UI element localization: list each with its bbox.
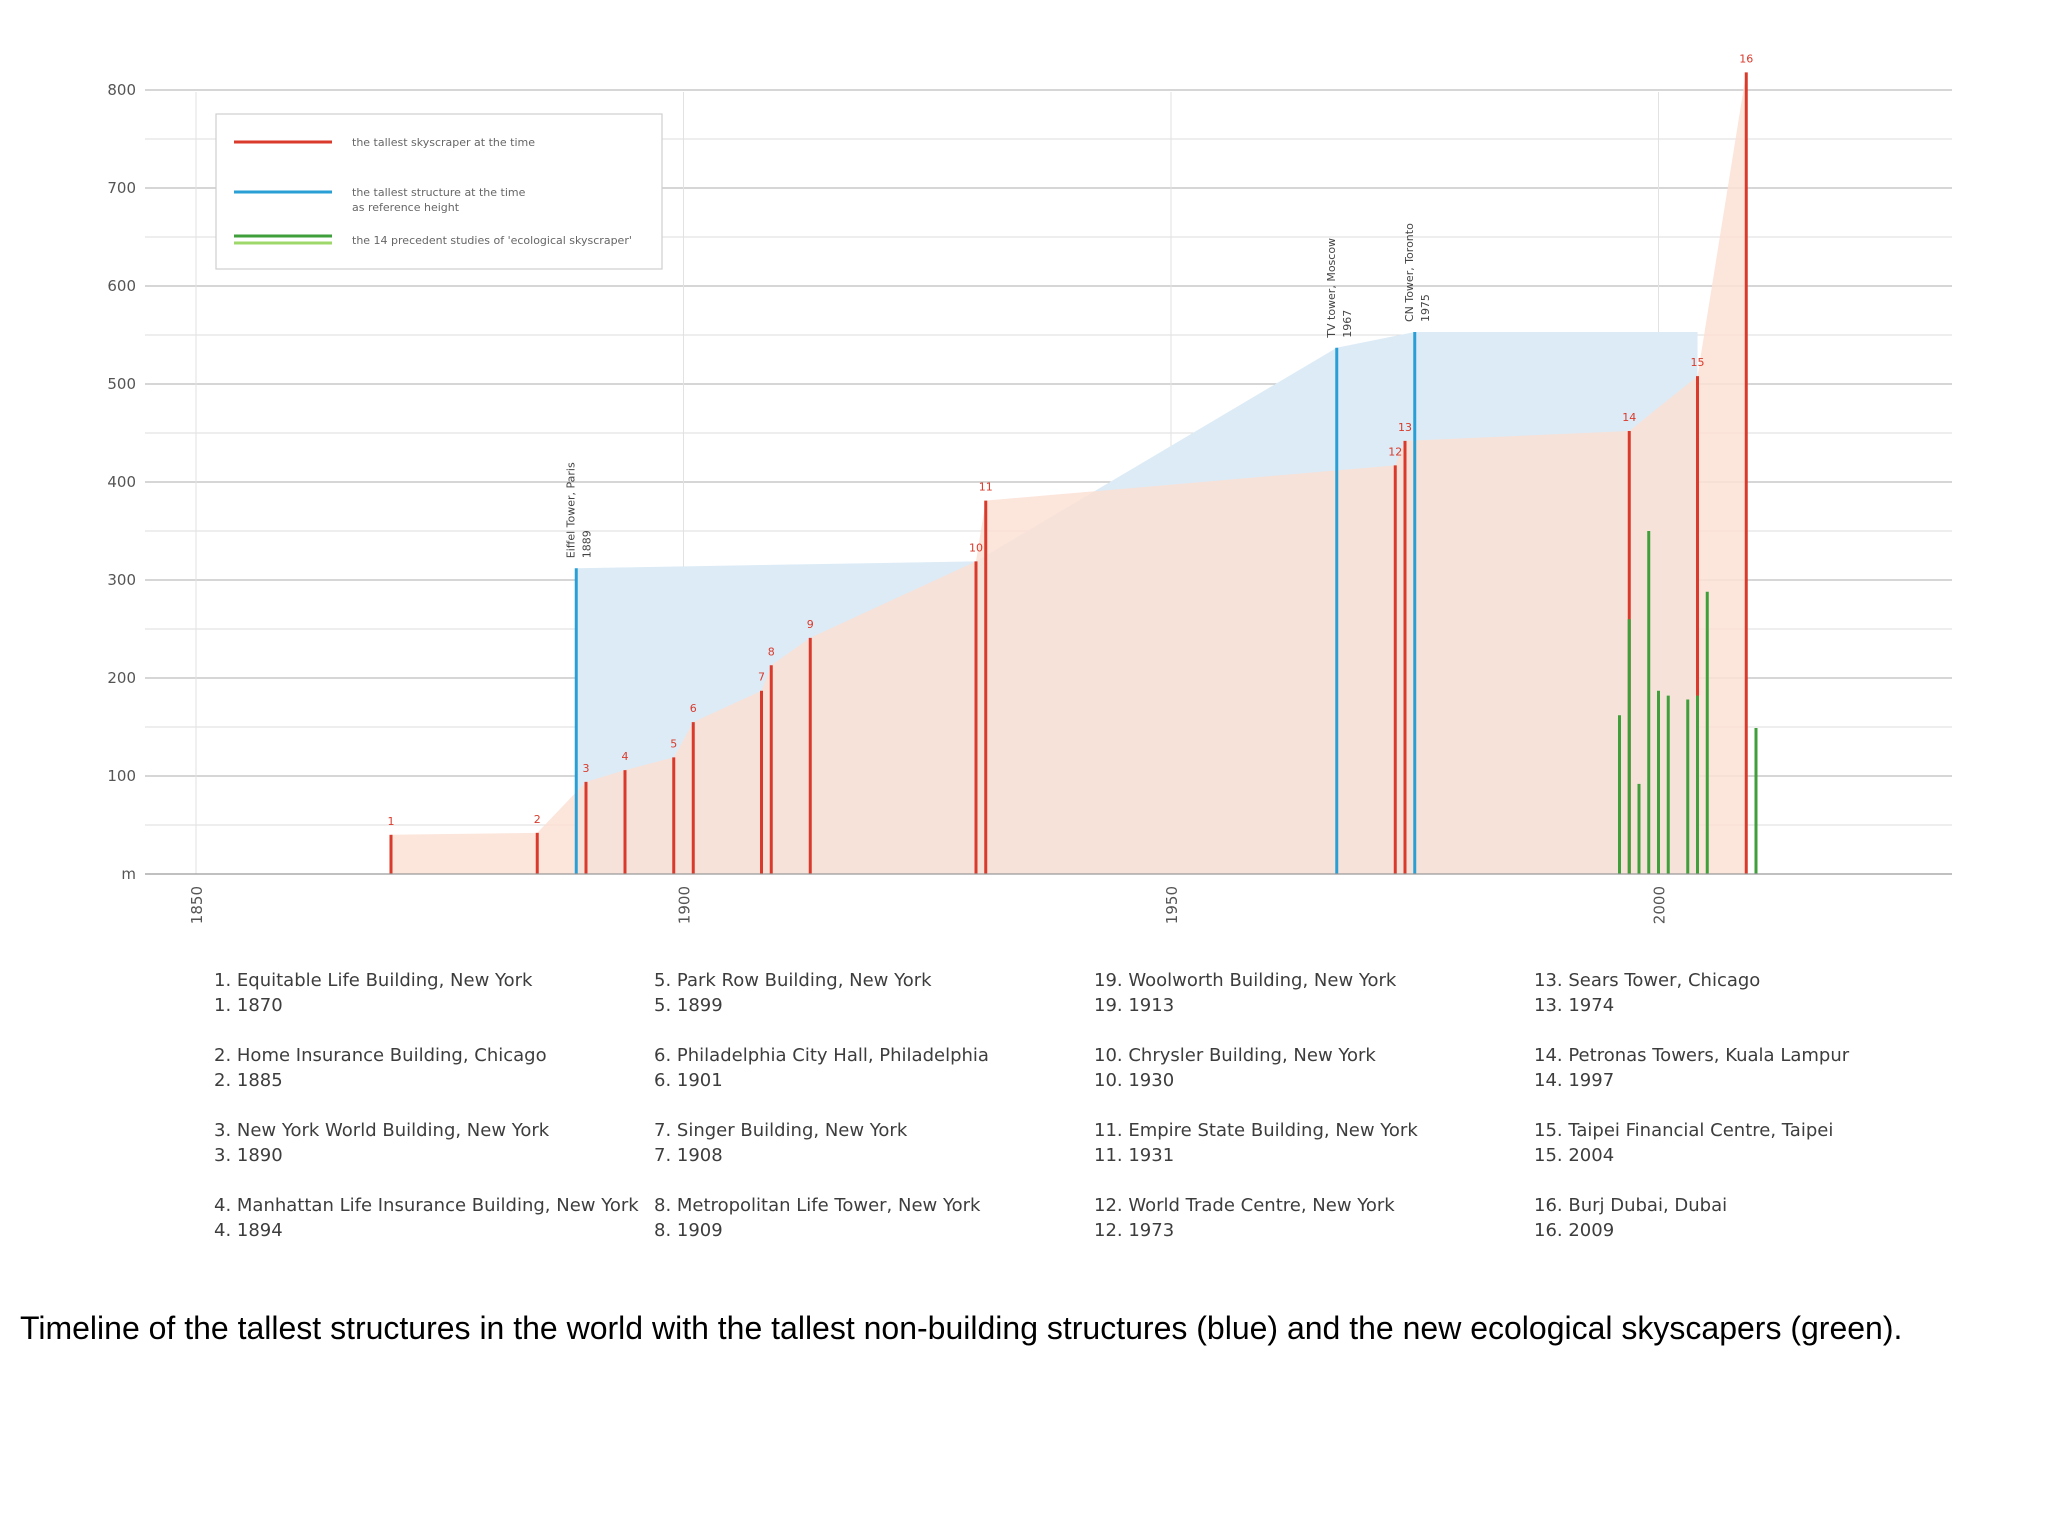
building-name: 7. Singer Building, New York [654, 1120, 908, 1141]
building-entry: 8. Metropolitan Life Tower, New York 8. 1… [654, 1193, 1094, 1268]
building-name: 8. Metropolitan Life Tower, New York [654, 1195, 981, 1216]
y-tick-label: 800 [107, 81, 136, 99]
building-year: 14. 1997 [1534, 1070, 1615, 1091]
y-tick-label: 200 [107, 669, 136, 687]
skyscraper-number-label: 7 [758, 671, 765, 684]
skyscraper-number-label: 12 [1388, 445, 1402, 458]
building-name: 14. Petronas Towers, Kuala Lampur [1534, 1045, 1850, 1066]
building-name: 5. Park Row Building, New York [654, 970, 932, 991]
structure-name-label: Eiffel Tower, Paris [564, 462, 577, 558]
chart-areas [391, 72, 1747, 875]
building-entry: 11. Empire State Building, New York 11. 1… [1094, 1118, 1534, 1193]
skyscraper-number-label: 13 [1398, 421, 1412, 434]
structure-year-label: 1975 [1419, 294, 1432, 322]
skyscraper-number-label: 15 [1691, 356, 1705, 369]
building-name: 4. Manhattan Life Insurance Building, Ne… [214, 1195, 639, 1216]
buildings-list: 1. Equitable Life Building, New York 1. 1… [214, 968, 1994, 1268]
building-entry: 2. Home Insurance Building, Chicago 2. 18… [214, 1043, 654, 1118]
building-entry: 5. Park Row Building, New York 5. 1899 [654, 968, 1094, 1043]
chart-legend: the tallest skyscraper at the time the ta… [215, 113, 663, 270]
legend-label: the tallest structure at the time [352, 186, 526, 199]
skyscraper-number-label: 2 [534, 813, 541, 826]
building-year: 3. 1890 [214, 1145, 283, 1166]
skyscraper-number-label: 14 [1622, 411, 1636, 424]
y-tick-label: 600 [107, 277, 136, 295]
skyscraper-number-label: 5 [670, 737, 677, 750]
building-year: 2. 1885 [214, 1070, 283, 1091]
x-tick-label: 1900 [676, 886, 694, 924]
legend-label: the 14 precedent studies of 'ecological … [352, 234, 632, 247]
building-year: 8. 1909 [654, 1220, 723, 1241]
building-name: 12. World Trade Centre, New York [1094, 1195, 1395, 1216]
skyscraper-envelope-area [391, 72, 1747, 875]
building-entry: 12. World Trade Centre, New York 12. 1973 [1094, 1193, 1534, 1268]
building-entry: 7. Singer Building, New York 7. 1908 [654, 1118, 1094, 1193]
structure-name-label: TV tower, Moscow [1325, 238, 1338, 339]
building-name: 13. Sears Tower, Chicago [1534, 970, 1761, 991]
building-entry: 6. Philadelphia City Hall, Philadelphia 6… [654, 1043, 1094, 1118]
structure-year-label: 1889 [580, 530, 593, 558]
building-entry: 4. Manhattan Life Insurance Building, Ne… [214, 1193, 654, 1268]
skyscraper-number-label: 9 [807, 618, 814, 631]
y-tick-label: 400 [107, 473, 136, 491]
chart-axes: 100 200 300 400 500 600 700 800 m 1850 1900 1950 200… [107, 81, 1952, 924]
x-tick-label: 1850 [188, 886, 206, 924]
skyscraper-number-label: 3 [583, 762, 590, 775]
y-tick-label: 500 [107, 375, 136, 393]
skyscraper-number-label: 6 [690, 702, 697, 715]
building-name: 3. New York World Building, New York [214, 1120, 550, 1141]
building-year: 13. 1974 [1534, 995, 1615, 1016]
building-entry: 14. Petronas Towers, Kuala Lampur 14. 199… [1534, 1043, 1994, 1118]
building-year: 6. 1901 [654, 1070, 723, 1091]
x-tick-label: 2000 [1651, 886, 1669, 924]
skyscraper-number-label: 10 [969, 541, 983, 554]
building-name: 2. Home Insurance Building, Chicago [214, 1045, 547, 1066]
x-tick-label: 1950 [1163, 886, 1181, 924]
building-year: 1. 1870 [214, 995, 283, 1016]
building-entry: 1. Equitable Life Building, New York 1. 1… [214, 968, 654, 1043]
skyscraper-number-label: 8 [768, 645, 775, 658]
building-name: 1. Equitable Life Building, New York [214, 970, 533, 991]
legend-label: the tallest skyscraper at the time [352, 136, 535, 149]
building-name: 6. Philadelphia City Hall, Philadelphia [654, 1045, 989, 1066]
chart-bars [389, 72, 1758, 874]
building-name: 19. Woolworth Building, New York [1094, 970, 1397, 991]
skyscraper-number-label: 11 [979, 481, 993, 494]
structure-name-label: CN Tower, Toronto [1403, 223, 1416, 322]
y-tick-label: 300 [107, 571, 136, 589]
building-entry: 15. Taipei Financial Centre, Taipei 15. 2… [1534, 1118, 1994, 1193]
y-unit-label: m [121, 865, 136, 883]
building-year: 15. 2004 [1534, 1145, 1615, 1166]
building-name: 10. Chrysler Building, New York [1094, 1045, 1376, 1066]
building-year: 5. 1899 [654, 995, 723, 1016]
building-name: 16. Burj Dubai, Dubai [1534, 1195, 1728, 1216]
building-entry: 19. Woolworth Building, New York 19. 1913 [1094, 968, 1534, 1043]
y-tick-label: 700 [107, 179, 136, 197]
building-year: 7. 1908 [654, 1145, 723, 1166]
skyscraper-number-label: 1 [388, 815, 395, 828]
building-entry: 13. Sears Tower, Chicago 13. 1974 [1534, 968, 1994, 1043]
building-name: 11. Empire State Building, New York [1094, 1120, 1418, 1141]
building-name: 15. Taipei Financial Centre, Taipei [1534, 1120, 1834, 1141]
figure-caption: Timeline of the tallest structures in th… [20, 1310, 1903, 1346]
building-year: 11. 1931 [1094, 1145, 1175, 1166]
building-year: 4. 1894 [214, 1220, 283, 1241]
building-year: 10. 1930 [1094, 1070, 1175, 1091]
skyscraper-number-label: 4 [622, 750, 629, 763]
building-year: 12. 1973 [1094, 1220, 1175, 1241]
y-tick-label: 100 [107, 767, 136, 785]
structure-year-label: 1967 [1341, 310, 1354, 338]
building-entry: 16. Burj Dubai, Dubai 16. 2009 [1534, 1193, 1994, 1268]
building-entry: 10. Chrysler Building, New York 10. 1930 [1094, 1043, 1534, 1118]
building-year: 16. 2009 [1534, 1220, 1615, 1241]
building-year: 19. 1913 [1094, 995, 1175, 1016]
building-entry: 3. New York World Building, New York 3. 1… [214, 1118, 654, 1193]
legend-label: as reference height [352, 201, 460, 214]
skyscraper-number-label: 16 [1739, 52, 1753, 65]
